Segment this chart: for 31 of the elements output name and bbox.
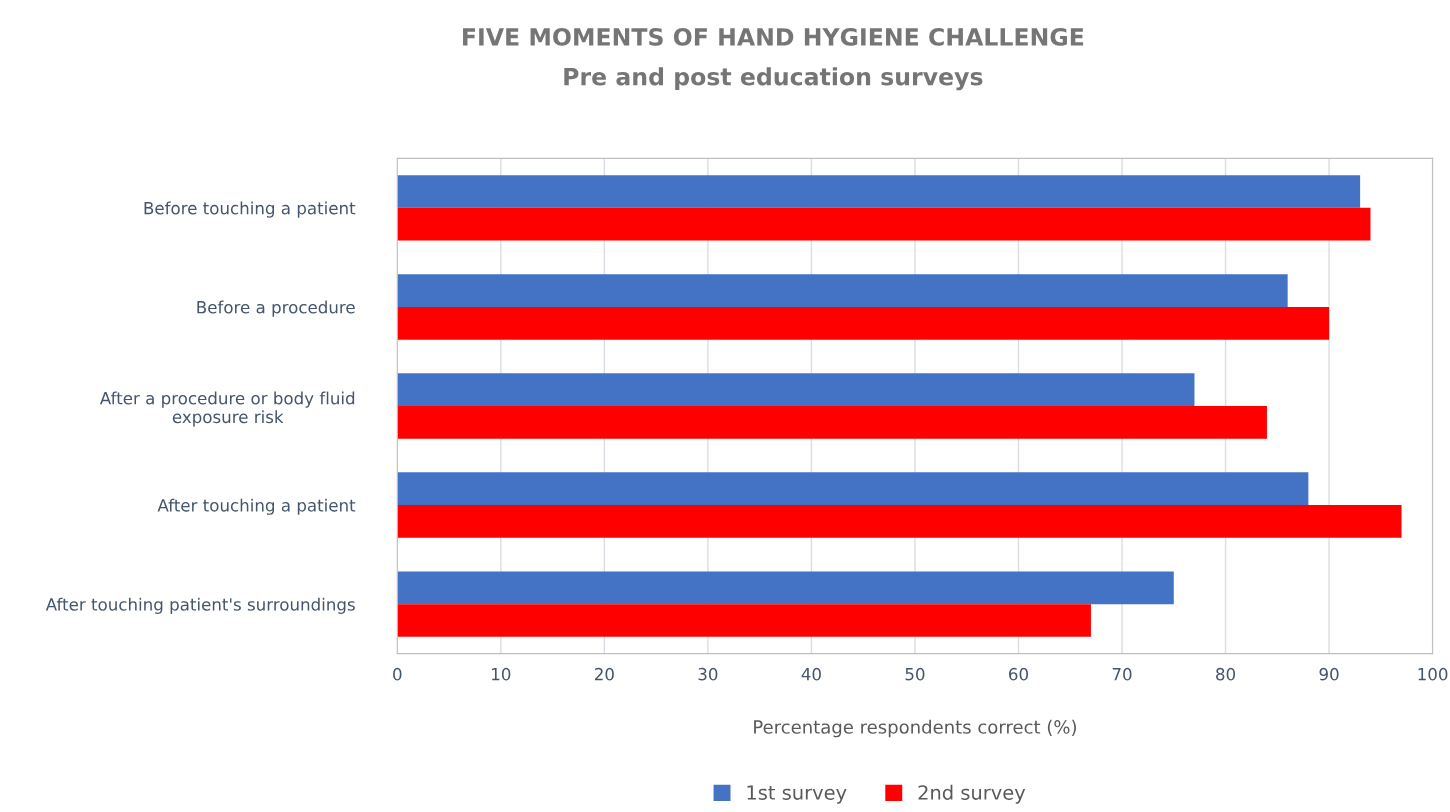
x-tick-label: 30 xyxy=(698,667,718,681)
bar xyxy=(397,571,1174,605)
x-tick-label: 90 xyxy=(1319,667,1339,681)
bar xyxy=(397,472,1309,506)
y-tick-label: Before touching a patient xyxy=(144,201,356,218)
bar xyxy=(397,306,1330,340)
bar xyxy=(397,406,1267,439)
bar xyxy=(397,604,1091,637)
bar xyxy=(397,373,1195,406)
bar xyxy=(397,207,1371,241)
bar xyxy=(397,175,1361,208)
y-tick-label: After touching a patient xyxy=(157,498,356,515)
bar xyxy=(397,274,1288,307)
x-tick-label: 40 xyxy=(801,667,821,681)
x-tick-label: 20 xyxy=(594,667,614,681)
x-tick-label: 60 xyxy=(1009,667,1028,681)
legend-label: 1st survey xyxy=(747,785,847,804)
x-tick-label: 10 xyxy=(492,667,511,681)
x-tick-label: 80 xyxy=(1216,667,1236,681)
x-tick-label: 50 xyxy=(905,667,925,681)
y-tick-label: Before a procedure xyxy=(197,300,355,317)
legend-label: 2nd survey xyxy=(918,784,1026,804)
x-axis-title: Percentage respondents correct (%) xyxy=(754,719,1076,738)
chart-title: FIVE MOMENTS OF HAND HYGIENE CHALLENGE xyxy=(463,27,1084,46)
x-tick-label: 70 xyxy=(1112,667,1132,681)
x-tick-label: 100 xyxy=(1418,667,1448,681)
chart-subtitle: Pre and post education surveys xyxy=(564,67,983,91)
bar xyxy=(397,505,1402,538)
y-tick-label: After touching patient's surroundings xyxy=(45,597,355,614)
x-tick-label: 0 xyxy=(393,667,402,681)
y-tick-label: After a procedure or body fluid exposure risk xyxy=(99,391,355,427)
